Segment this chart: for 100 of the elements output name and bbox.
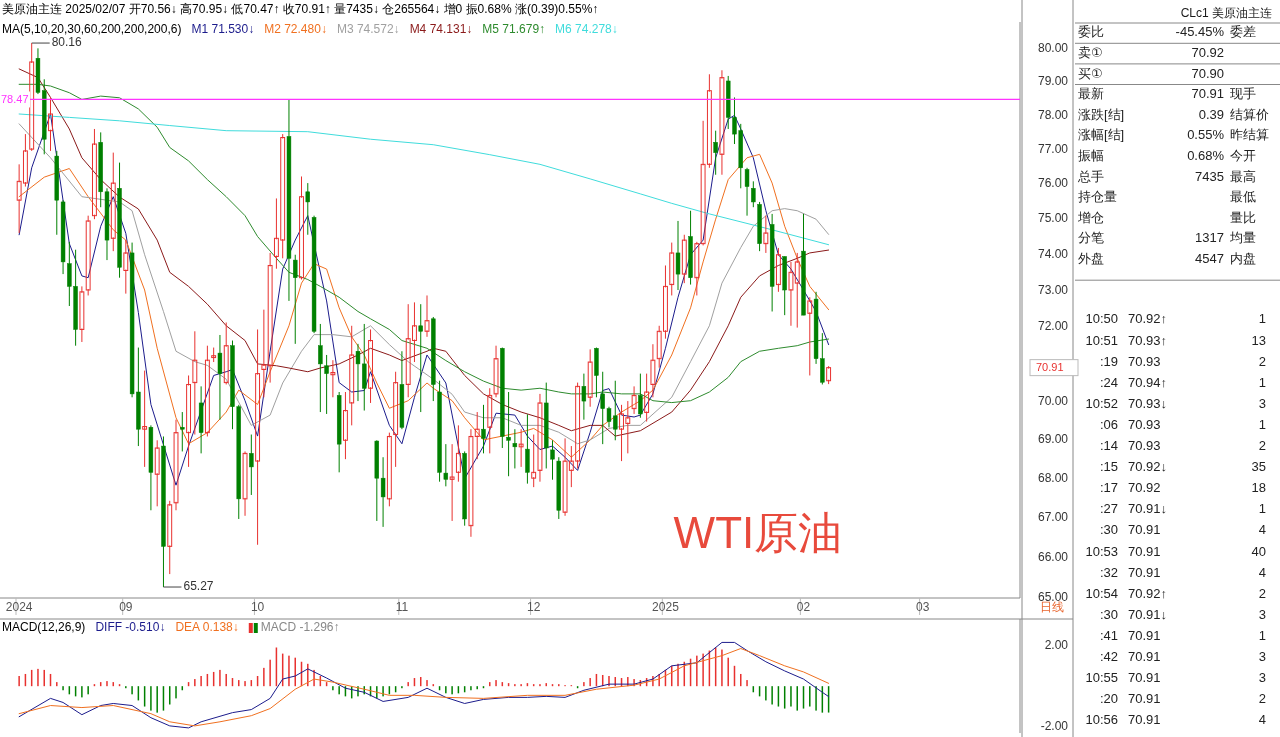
text: :42 70.91 3 (1099, 649, 1266, 665)
candlestick (537, 393, 543, 483)
candlestick (192, 330, 198, 436)
x-tick-label: 09 (119, 600, 133, 615)
candlestick (330, 359, 336, 398)
candlestick (249, 434, 254, 496)
text: M3 74.572↓ (336, 22, 400, 37)
text: M5 71.679↑ (482, 22, 546, 37)
y-tick-label: 77.00 (1037, 141, 1069, 156)
candlestick (393, 371, 399, 468)
candlestick (675, 220, 681, 291)
candlestick (267, 252, 273, 384)
candlestick (644, 373, 650, 423)
chart-subtitle: MA(5,10,20,30,60,200,200,200,6) (2, 22, 182, 37)
candlestick (631, 385, 637, 415)
candlestick (186, 374, 192, 468)
candlestick (324, 354, 329, 415)
candlestick (650, 343, 656, 398)
candlestick (763, 215, 769, 254)
y-tick-label: 66.00 (1037, 549, 1069, 564)
y-tick-label: 70.00 (1037, 393, 1069, 408)
text: :14 70.93 2 (1099, 438, 1266, 454)
candlestick (638, 373, 643, 419)
candlestick (531, 434, 537, 488)
annotation: WTI原油 (673, 507, 843, 557)
text: 分笔 1317 均量 (1078, 230, 1256, 246)
candlestick (142, 370, 148, 468)
text: 10:54 70.92↑ 2 (1085, 585, 1266, 601)
text: 10:50 70.92↑ 1 (1085, 311, 1266, 327)
candlestick (581, 373, 587, 421)
candlestick (512, 428, 518, 469)
candlestick (180, 411, 185, 452)
text: M2 72.480↓ (264, 22, 327, 37)
candlestick (493, 345, 499, 398)
y-tick-label: 2.00 (1044, 637, 1069, 652)
y-tick-label: -2.00 (1040, 719, 1069, 734)
text: 10:56 70.91 4 (1085, 712, 1266, 728)
candlestick (455, 424, 461, 483)
candlestick (293, 254, 298, 345)
text: 振幅 0.68% 今开 (1078, 148, 1256, 164)
text: 买① 70.90 (1078, 65, 1224, 81)
candlestick (242, 450, 248, 517)
text: 10:55 70.91 3 (1085, 670, 1266, 686)
y-tick-label: 80.00 (1037, 40, 1069, 55)
candlestick (305, 182, 310, 236)
candlestick (550, 439, 555, 481)
text: 增仓 量比 (1078, 209, 1256, 225)
candlestick (318, 323, 323, 413)
text: :32 70.91 4 (1099, 564, 1266, 580)
text: 10:51 70.93↑ 13 (1085, 332, 1266, 348)
text: 总手 7435 最高 (1078, 168, 1256, 184)
text: :15 70.92↓ 35 (1099, 459, 1266, 475)
annotation: 80.16 (51, 35, 83, 50)
text: 持仓量 最低 (1078, 189, 1256, 205)
legend-label: MACD -1.296↑ (260, 620, 340, 635)
candlestick (751, 180, 756, 208)
text: DEA 0.138↓ (175, 620, 239, 635)
candlestick (110, 152, 116, 252)
annotation: 65.27 (183, 579, 214, 594)
text: :27 70.91↓ 1 (1099, 501, 1266, 517)
text: 70.91 (1036, 360, 1064, 373)
chart-title: MACD(12,26,9) (2, 620, 86, 635)
text: 10:53 70.91 40 (1085, 543, 1266, 559)
candlestick (173, 419, 179, 511)
candlestick (79, 285, 85, 343)
y-tick-label: 73.00 (1037, 282, 1069, 297)
candlestick (368, 328, 373, 404)
text: 涨幅[结] 0.55% 昨结算 (1078, 127, 1269, 143)
line-series (18, 113, 830, 246)
x-tick-label: 2025 (652, 600, 680, 615)
x-tick-label: 2024 (5, 600, 33, 615)
candlestick (217, 334, 223, 421)
text: :30 70.91↓ 3 (1099, 606, 1266, 622)
text: :24 70.94↑ 1 (1099, 374, 1266, 390)
text: :06 70.93 1 (1099, 416, 1266, 432)
text: 10:52 70.93↓ 3 (1085, 395, 1266, 411)
candlestick (719, 69, 725, 176)
text: CLc1 美原油主连 (1180, 6, 1272, 21)
text: :19 70.93 2 (1099, 353, 1266, 369)
text: 涨跌[结] 0.39 结算价 (1078, 106, 1269, 122)
text: M6 74.278↓ (555, 22, 618, 37)
candlestick (424, 294, 430, 338)
candlestick (518, 428, 524, 468)
candlestick (506, 391, 511, 477)
candlestick (744, 167, 750, 217)
text: :30 70.91 4 (1099, 522, 1266, 538)
text: :41 70.91 1 (1099, 627, 1266, 643)
candlestick (255, 328, 261, 546)
x-tick-label: 12 (527, 600, 541, 615)
text: M4 74.131↓ (409, 22, 473, 37)
candlestick (449, 443, 455, 522)
x-tick-label: 11 (395, 600, 409, 615)
text: M1 71.530↓ (191, 22, 255, 37)
x-tick-label: 02 (796, 600, 811, 615)
candlestick (261, 309, 267, 398)
y-tick-label: 69.00 (1037, 432, 1069, 447)
candlestick (525, 413, 530, 485)
text: 最新 70.91 现手 (1078, 86, 1256, 102)
y-tick-label: 75.00 (1037, 211, 1069, 226)
candlestick (418, 303, 423, 413)
